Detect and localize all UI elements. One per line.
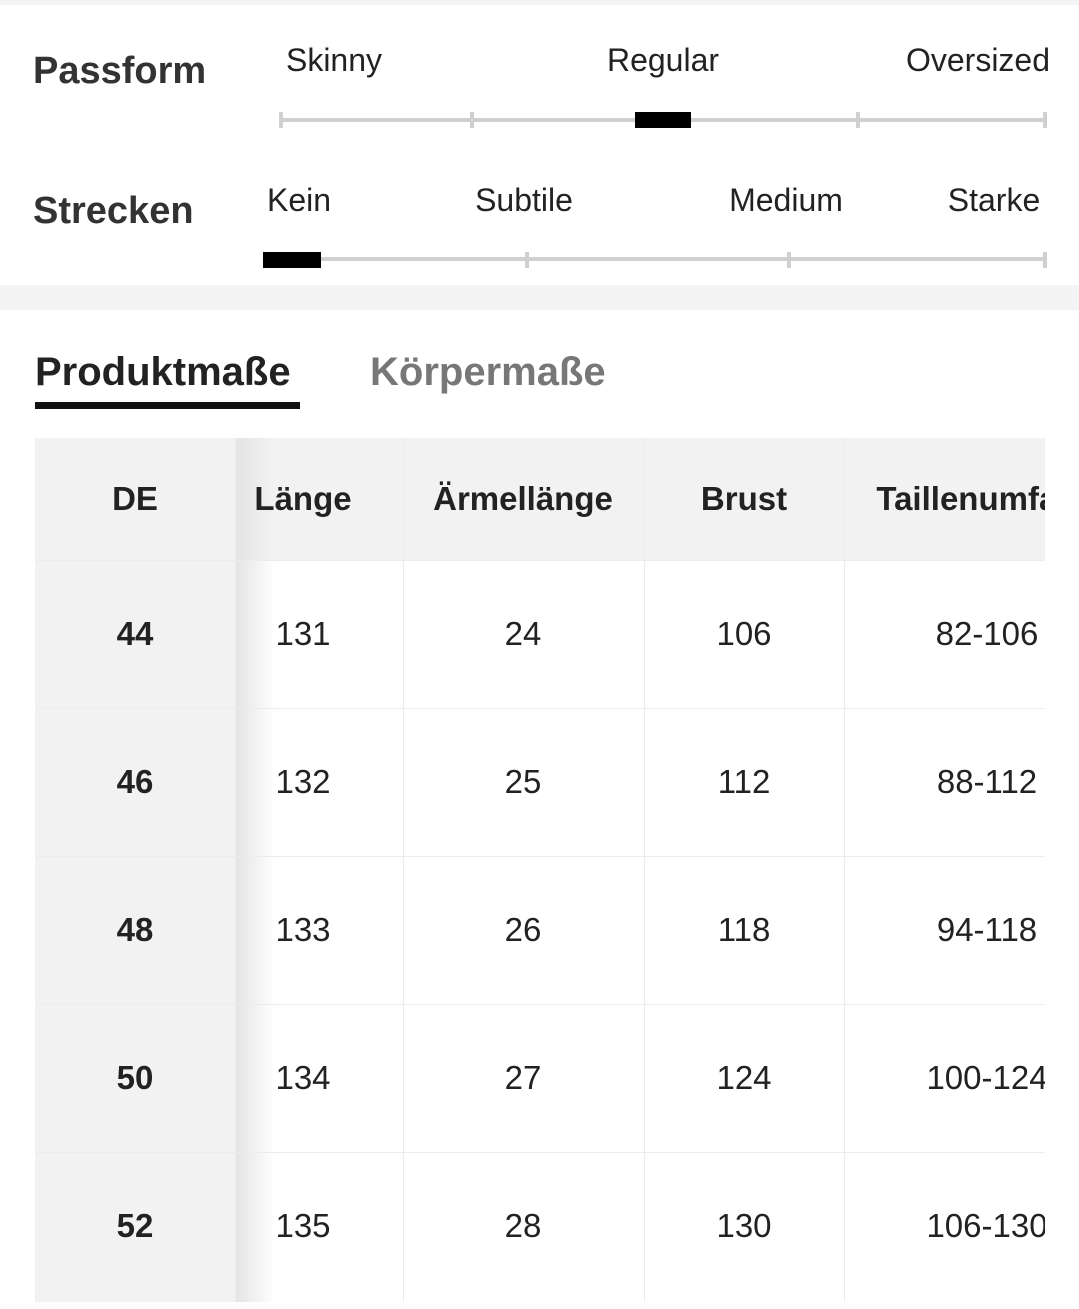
fit-label: Passform (33, 50, 207, 92)
value-cell: 27 (504, 1059, 542, 1096)
value-cell: 25 (504, 763, 542, 800)
value-cell: 130 (716, 1207, 772, 1244)
size-table: DE Länge Ärmellänge Brust Taillenumfang 44 131… (35, 438, 1045, 1302)
size-cell: 46 (116, 763, 154, 800)
section-divider (0, 285, 1079, 310)
stretch-label: Strecken (33, 190, 194, 232)
value-cell: 131 (275, 615, 331, 652)
value-cell: 134 (275, 1059, 331, 1096)
value-cell: 118 (717, 911, 771, 948)
row-divider (35, 708, 1045, 709)
value-cell: 26 (504, 911, 542, 948)
track-tick (1043, 252, 1047, 268)
value-cell: 94-118 (936, 911, 1038, 948)
sticky-shadow (235, 438, 275, 1302)
size-cell: 44 (116, 615, 154, 652)
track-tick (279, 112, 283, 128)
track-tick (856, 112, 860, 128)
value-cell: 106-130 (926, 1207, 1045, 1244)
tab[interactable]: Körpermaße (370, 350, 606, 394)
value-cell: 124 (716, 1059, 772, 1096)
stretch-option: Kein (266, 182, 332, 218)
stretch-option: Subtile (475, 182, 573, 218)
value-cell: 100-124 (926, 1059, 1045, 1096)
fit-option: Oversized (905, 42, 1051, 78)
fit-option: Regular (606, 42, 720, 78)
value-cell: 24 (504, 615, 542, 652)
track-tick (1043, 112, 1047, 128)
value-cell: 88-112 (936, 763, 1038, 800)
value-cell: 82-106 (935, 615, 1039, 652)
row-divider (35, 1004, 1045, 1005)
row-divider (35, 856, 1045, 857)
value-cell: 135 (275, 1207, 331, 1244)
fit-indicator (635, 112, 691, 128)
col-divider (235, 438, 236, 1302)
fit-option: Skinny (285, 42, 383, 78)
value-cell: 28 (504, 1207, 542, 1244)
value-cell: 133 (275, 911, 331, 948)
stretch-indicator (263, 252, 321, 268)
tab[interactable]: Produktmaße (35, 350, 291, 394)
first-col-bg (35, 438, 235, 1302)
size-cell: 52 (116, 1207, 154, 1244)
column-header: Länge (254, 480, 352, 517)
column-header: DE (112, 480, 158, 517)
size-cell: 48 (116, 911, 154, 948)
track-tick (525, 252, 529, 268)
stretch-track (263, 257, 1047, 261)
col-divider (403, 438, 404, 1302)
track-tick (787, 252, 791, 268)
col-divider (844, 438, 845, 1302)
value-cell: 106 (716, 615, 772, 652)
value-cell: 112 (717, 763, 771, 800)
top-strip (0, 0, 1079, 5)
stretch-option: Starke (947, 182, 1041, 218)
size-cell: 50 (116, 1059, 154, 1096)
column-header: Taillenumfang (876, 480, 1045, 517)
row-divider (35, 1152, 1045, 1153)
value-cell: 132 (275, 763, 331, 800)
row-divider (35, 560, 1045, 561)
col-divider (644, 438, 645, 1302)
column-header: Ärmellänge (433, 480, 613, 517)
track-tick (470, 112, 474, 128)
stretch-option: Medium (729, 182, 843, 218)
tab-underline (35, 402, 300, 409)
column-header: Brust (700, 480, 788, 517)
